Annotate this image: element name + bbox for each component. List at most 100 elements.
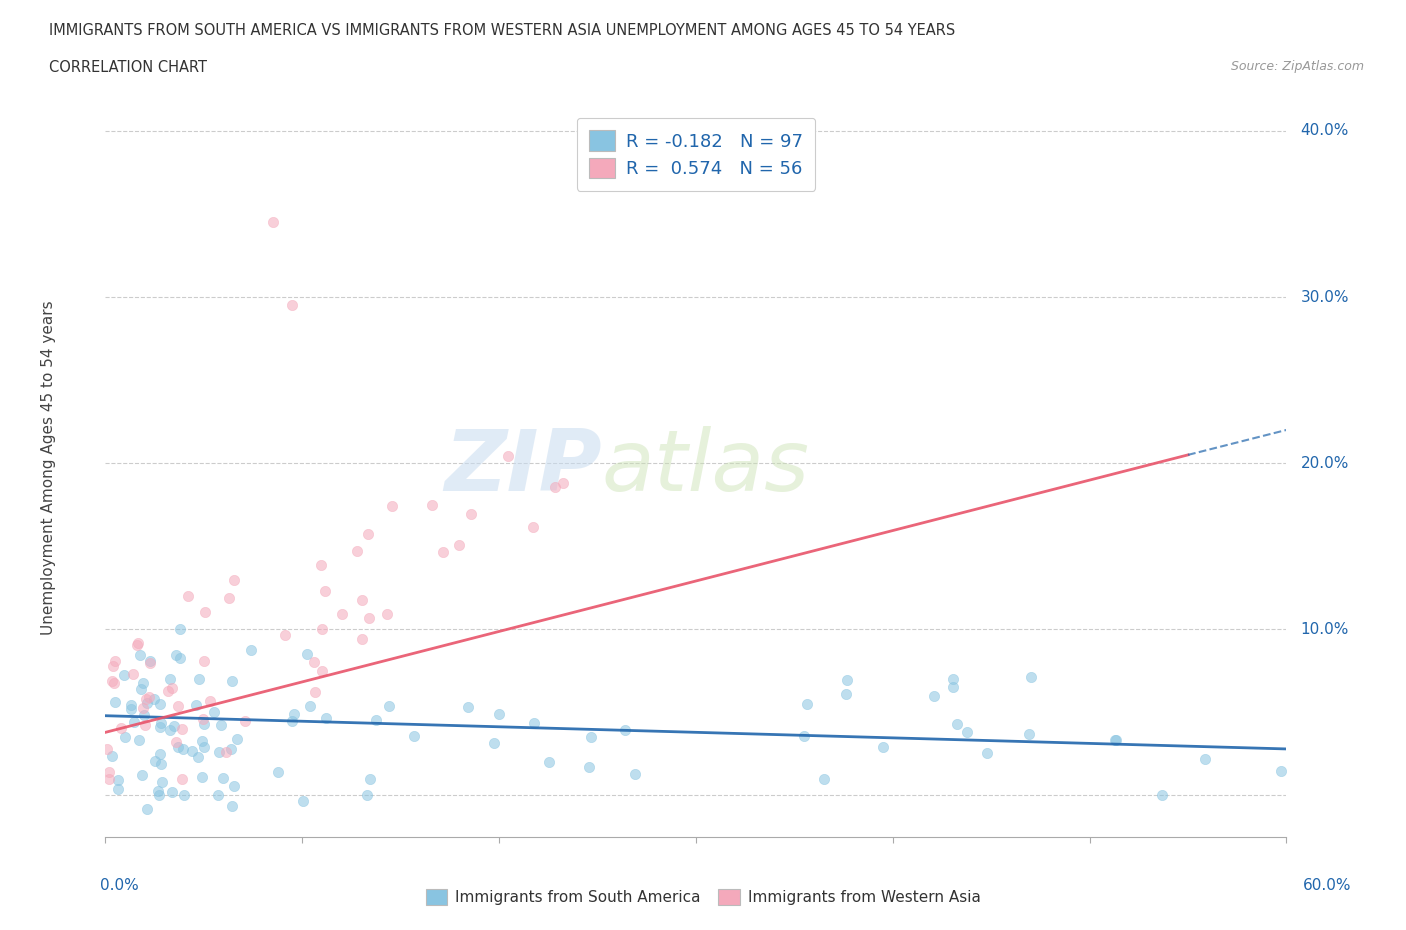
Point (315, 711, 337, 725)
Point (132, 700, 155, 715)
Point (523, 715, 546, 730)
Point (198, 694, 221, 709)
Point (132, 708, 155, 723)
Text: 10.0%: 10.0% (1301, 622, 1348, 637)
Point (976, 746, 998, 761)
Point (283, 707, 305, 722)
Point (813, 771, 835, 786)
Point (173, 788, 195, 803)
Point (359, 772, 381, 787)
Point (163, 719, 186, 734)
Point (104, 653, 127, 668)
Point (218, 591, 240, 605)
Point (128, 647, 150, 662)
Point (186, 698, 208, 712)
Point (420, 498, 443, 512)
Point (193, 717, 215, 732)
Point (404, 729, 426, 744)
Point (240, 643, 263, 658)
Point (143, 691, 166, 706)
Text: ZIP: ZIP (444, 426, 602, 509)
Point (150, 757, 173, 772)
Point (226, 731, 249, 746)
Point (267, 765, 290, 780)
Point (956, 724, 979, 739)
Point (159, 671, 181, 686)
Point (167, 698, 190, 713)
Point (107, 773, 129, 788)
Point (187, 750, 209, 764)
Point (149, 720, 172, 735)
Point (101, 673, 124, 688)
Point (579, 729, 602, 744)
Point (872, 740, 894, 755)
Point (309, 557, 332, 572)
Point (131, 768, 153, 783)
Text: 30.0%: 30.0% (1301, 289, 1350, 304)
Point (170, 722, 193, 737)
Point (149, 747, 172, 762)
Point (96, 742, 118, 757)
Point (122, 667, 145, 682)
Point (299, 698, 322, 713)
Point (330, 606, 353, 621)
Point (150, 774, 173, 789)
Point (169, 621, 191, 636)
Point (314, 584, 336, 599)
Point (134, 718, 156, 733)
Point (165, 647, 187, 662)
Point (149, 715, 172, 730)
Text: CORRELATION CHART: CORRELATION CHART (49, 60, 207, 75)
Point (1270, 764, 1292, 778)
Point (942, 671, 965, 686)
Text: 60.0%: 60.0% (1303, 878, 1351, 893)
Point (98, 764, 121, 779)
Point (215, 744, 238, 759)
Point (191, 711, 214, 726)
Point (356, 526, 378, 541)
Point (311, 663, 333, 678)
Point (219, 742, 242, 757)
Point (100, 749, 122, 764)
Point (209, 717, 232, 732)
Point (135, 802, 157, 817)
Point (193, 739, 215, 754)
Point (262, 215, 284, 230)
Point (488, 706, 510, 721)
Point (233, 713, 256, 728)
Point (537, 754, 560, 769)
Text: 40.0%: 40.0% (1301, 124, 1348, 139)
Point (447, 538, 470, 552)
Point (1105, 733, 1128, 748)
Point (176, 589, 198, 604)
Point (135, 696, 157, 711)
Point (1194, 751, 1216, 766)
Point (364, 712, 387, 727)
Point (159, 723, 181, 737)
Point (356, 788, 378, 803)
Point (194, 604, 217, 619)
Point (128, 732, 150, 747)
Point (381, 498, 404, 513)
Point (211, 771, 233, 786)
Point (187, 671, 209, 686)
Point (190, 770, 212, 785)
Point (311, 622, 333, 637)
Point (169, 651, 191, 666)
Point (103, 659, 125, 674)
Point (120, 701, 142, 716)
Point (162, 785, 184, 800)
Point (378, 698, 401, 713)
Legend: R = -0.182   N = 97, R =  0.574   N = 56: R = -0.182 N = 97, R = 0.574 N = 56 (576, 118, 815, 191)
Point (460, 507, 482, 522)
Point (551, 475, 574, 490)
Point (578, 760, 600, 775)
Point (148, 788, 170, 803)
Point (156, 684, 179, 698)
Point (114, 729, 136, 744)
Point (837, 672, 859, 687)
Point (221, 673, 243, 688)
Point (352, 592, 374, 607)
Point (221, 798, 243, 813)
Text: 20.0%: 20.0% (1301, 456, 1348, 471)
